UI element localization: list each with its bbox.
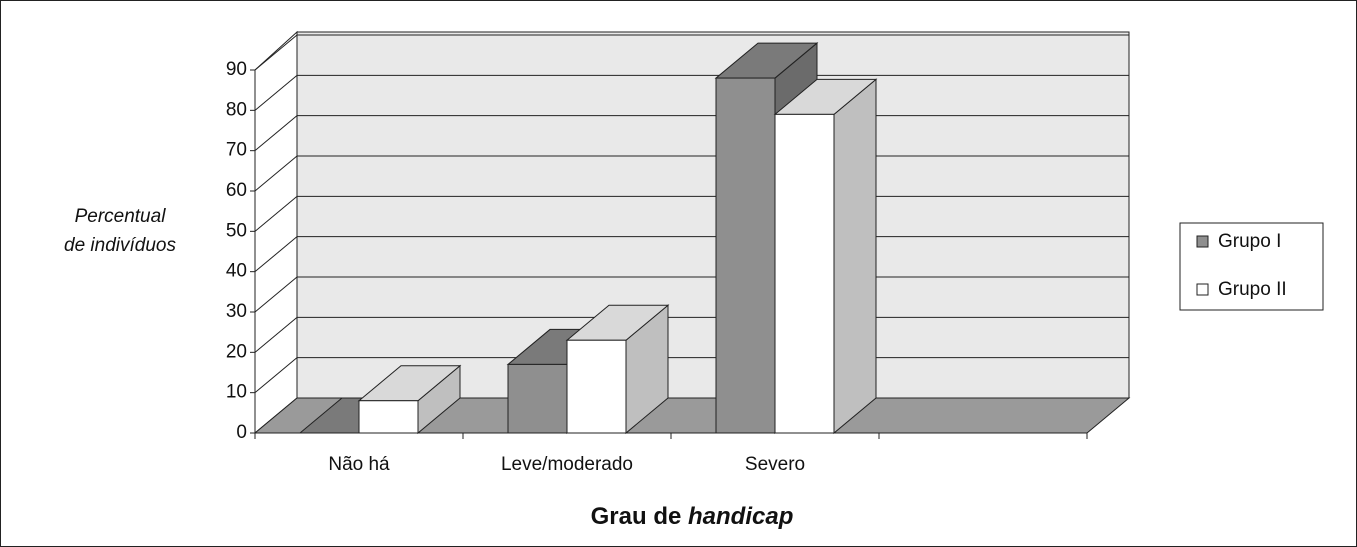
legend-label: Grupo I xyxy=(1218,231,1281,252)
grid-line xyxy=(254,74,298,111)
bar xyxy=(507,363,568,434)
grid-line xyxy=(254,316,298,353)
y-tick-label: 70 xyxy=(226,140,247,161)
y-tick-label: 10 xyxy=(226,382,247,403)
x-tick-label: Não há xyxy=(328,454,390,475)
legend-swatch xyxy=(1196,283,1209,296)
bar xyxy=(358,400,419,434)
x-axis-label-part: handicap xyxy=(688,503,793,530)
x-axis-label: Grau de handicap xyxy=(591,503,794,530)
y-tick-label: 40 xyxy=(226,261,247,282)
legend-label: Grupo II xyxy=(1218,279,1287,300)
y-tick-label: 50 xyxy=(226,220,247,241)
y-tick-label: 20 xyxy=(226,341,247,362)
y-axis-label: Percentual xyxy=(75,206,167,227)
legend-swatch xyxy=(1196,235,1209,248)
bar xyxy=(715,77,776,434)
x-tick-label: Severo xyxy=(745,454,805,475)
y-tick-label: 60 xyxy=(226,180,247,201)
side-wall xyxy=(254,30,298,435)
x-tick-label: Leve/moderado xyxy=(501,454,633,475)
grid-line xyxy=(254,195,298,232)
grid-line xyxy=(254,155,298,192)
x-axis-label-part: Grau de xyxy=(591,503,688,530)
grid-line xyxy=(254,115,298,152)
grid-line xyxy=(254,34,298,71)
y-tick-label: 80 xyxy=(226,99,247,120)
grid-line xyxy=(254,357,298,394)
grid-line xyxy=(254,276,298,313)
bar xyxy=(774,113,835,434)
y-tick-label: 0 xyxy=(236,422,247,443)
back-wall xyxy=(296,31,1130,399)
y-tick-label: 90 xyxy=(226,59,247,80)
y-tick-label: 30 xyxy=(226,301,247,322)
bar-side xyxy=(833,78,877,435)
y-axis-label: de indivíduos xyxy=(64,235,176,256)
bar xyxy=(566,339,627,434)
grid-line xyxy=(254,236,298,273)
